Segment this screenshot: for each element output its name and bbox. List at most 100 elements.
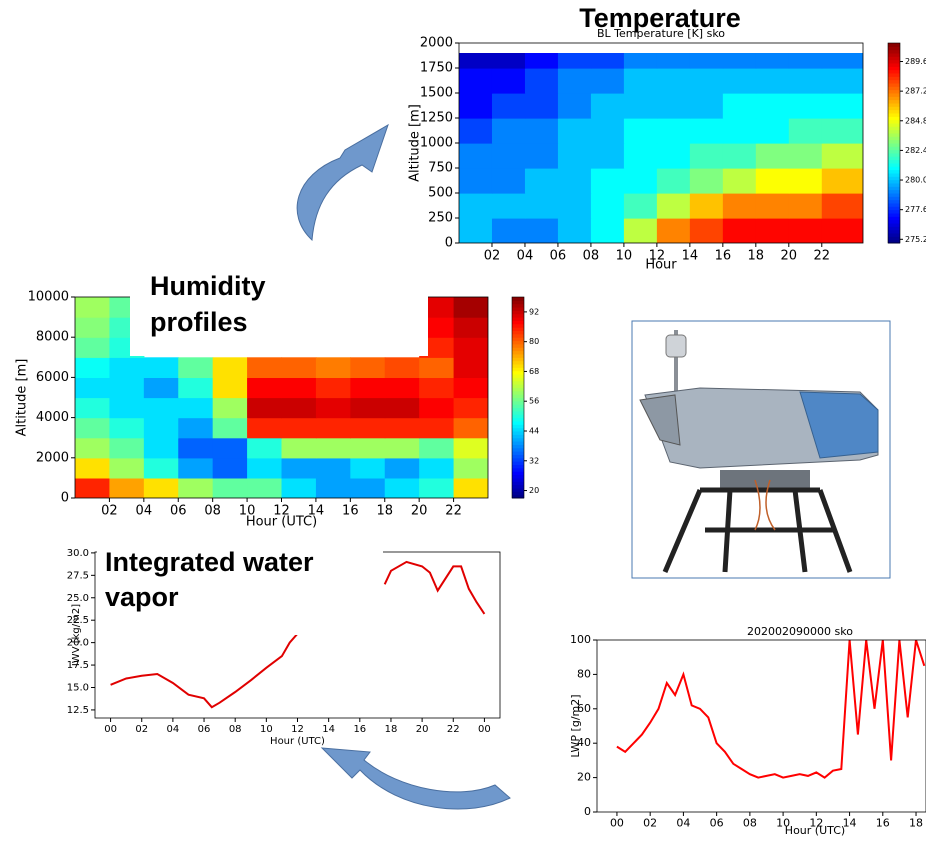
colorbar-strip [888, 189, 900, 194]
colorbar-tick-label: 284.8 [905, 116, 926, 125]
heat-cell [212, 477, 248, 498]
x-tick-label: 18 [376, 504, 393, 519]
heat-cell [722, 193, 757, 219]
heat-cell [143, 457, 179, 479]
heat-cell [689, 53, 724, 69]
colorbar-strip [888, 163, 900, 167]
colorbar-strip [512, 484, 524, 489]
colorbar-strip [512, 457, 524, 462]
heat-cell [459, 218, 493, 243]
y-tick-label: 1250 [420, 111, 453, 126]
heat-cell [459, 53, 493, 69]
colorbar-strip [512, 427, 524, 432]
annotation: vapor [105, 582, 179, 612]
heat-cell [315, 437, 351, 459]
colorbar-strip [512, 394, 524, 398]
heat-cell [689, 193, 724, 219]
colorbar-strip [512, 491, 524, 496]
annotation: Humidity [150, 271, 266, 301]
x-tick-label: 02 [484, 249, 501, 264]
x-tick-label: 16 [353, 724, 366, 735]
colorbar-strip [512, 441, 524, 445]
heat-cell [109, 457, 145, 479]
colorbar-tick-label: 275.2 [905, 235, 926, 244]
colorbar-strip [512, 330, 524, 335]
heat-cell [350, 417, 386, 439]
colorbar-tick-label: 92 [529, 307, 539, 316]
heat-cell [247, 417, 283, 439]
heat-cell [557, 143, 592, 169]
colorbar-strip [512, 474, 524, 479]
arrow [320, 747, 511, 810]
plot-area [75, 297, 488, 498]
colorbar-strip [888, 219, 900, 224]
heat-cell [491, 53, 526, 69]
y-tick-label: 1750 [420, 61, 453, 76]
axes-frame [596, 639, 926, 813]
data-line [616, 640, 926, 779]
heat-cell [315, 417, 351, 439]
y-tick-label: 0 [445, 236, 453, 251]
heat-cell [590, 193, 625, 219]
heat-cell [350, 397, 386, 419]
y-axis-label: Altitude [m] [15, 359, 30, 437]
heat-cell [557, 68, 592, 94]
heat-cell [623, 68, 658, 94]
colorbar-strip [888, 166, 900, 171]
colorbar-strip [512, 471, 524, 476]
heat-cell [821, 68, 863, 94]
y-tick-label: 0 [584, 805, 591, 818]
heat-cell [281, 377, 317, 399]
heat-cell [524, 118, 559, 144]
colorbar-strip [512, 414, 524, 419]
colorbar-strip [888, 119, 900, 124]
heat-cell [384, 397, 420, 419]
heat-cell [557, 93, 592, 119]
colorbar-strip [888, 76, 900, 81]
y-tick-label: 0 [61, 491, 69, 506]
x-tick-label: 06 [170, 504, 187, 519]
colorbar-strip [888, 156, 900, 161]
heat-cell [821, 53, 863, 69]
colorbar-strip [888, 196, 900, 201]
heat-cell [788, 193, 823, 219]
heat-cell [75, 437, 111, 459]
x-axis-label: Hour (UTC) [270, 736, 325, 747]
heat-cell [178, 357, 214, 378]
x-tick-label: 14 [308, 504, 325, 519]
y-tick-label: 500 [428, 186, 453, 201]
heat-cell [109, 437, 145, 459]
x-tick-label: 22 [447, 724, 460, 735]
heat-cell [821, 143, 863, 169]
colorbar-strip [512, 340, 524, 345]
heat-cell [178, 377, 214, 399]
colorbar-strip [512, 370, 524, 375]
colorbar-strip [512, 444, 524, 449]
heat-cell [247, 437, 283, 459]
y-tick-label: 15.0 [67, 682, 89, 693]
colorbar-tick-label: 277.6 [905, 205, 926, 214]
y-tick-label: 250 [428, 211, 453, 226]
colorbar-strip [512, 327, 524, 331]
colorbar-strip [888, 96, 900, 101]
heat-cell [212, 377, 248, 399]
heat-cell [821, 193, 863, 219]
colorbar-strip [888, 69, 900, 74]
chart: 00 02 04 06 08 10 12 14 16 18 20 22 00 12.5 15.0 17.5 20… [67, 540, 501, 747]
x-tick-label: 00 [478, 724, 491, 735]
colorbar-strip [888, 89, 900, 94]
colorbar-strip [512, 481, 524, 486]
heat-cell [689, 68, 724, 94]
heat-cell [419, 397, 455, 419]
colorbar-strip [888, 93, 900, 97]
heat-cell [623, 218, 658, 243]
y-tick-label: 2000 [36, 450, 69, 465]
heat-cell [788, 93, 823, 119]
heat-cell [557, 118, 592, 144]
x-tick-label: 06 [198, 724, 211, 735]
heat-cell [350, 477, 386, 498]
heat-cell [788, 143, 823, 169]
heat-cell [590, 168, 625, 194]
x-tick-label: 12 [291, 724, 304, 735]
heat-cell [557, 168, 592, 194]
